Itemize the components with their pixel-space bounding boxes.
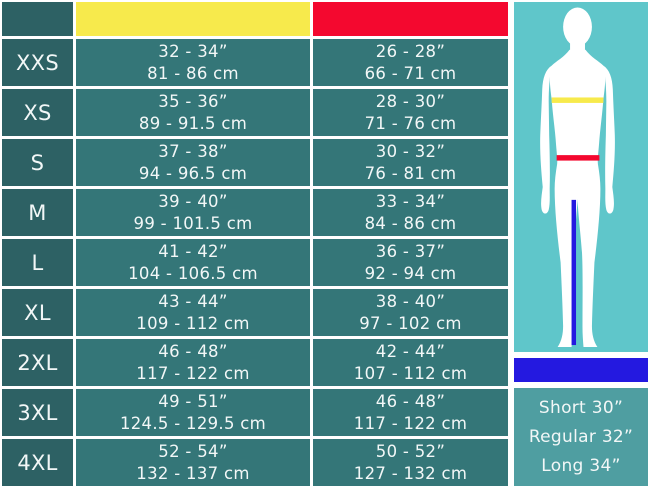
inseam-measure-line [571, 199, 577, 346]
waist-inches: 26 - 28” [375, 41, 446, 61]
size-label-xl: XL [2, 289, 73, 336]
chest-inches: 39 - 40” [158, 191, 228, 211]
waist-cell-xl: 38 - 40” 97 - 102 cm [313, 289, 508, 336]
table-corner-cell [2, 2, 73, 36]
waist-cm: 76 - 81 cm [364, 163, 457, 183]
body-diagram [514, 2, 648, 352]
chest-cm: 124.5 - 129.5 cm [119, 413, 267, 433]
waist-inches: 46 - 48” [375, 391, 446, 411]
waist-inches: 36 - 37” [375, 241, 446, 261]
chest-inches: 49 - 51” [158, 391, 228, 411]
waist-cm: 97 - 102 cm [359, 313, 462, 333]
chest-inches: 32 - 34” [158, 41, 228, 61]
waist-header-color-swatch [313, 2, 508, 36]
chest-cm: 104 - 106.5 cm [128, 263, 258, 283]
figure-torso-legs [549, 49, 606, 348]
waist-cm: 117 - 122 cm [353, 413, 468, 433]
size-table: XXS 32 - 34” 81 - 86 cm 26 - 28” 66 - 71… [2, 2, 508, 486]
size-label-4xl: 4XL [2, 439, 73, 486]
size-label-s: S [2, 139, 73, 186]
chest-measure-line [551, 97, 604, 103]
inseam-length-options: Short 30” Regular 32” Long 34” [514, 388, 648, 486]
waist-cm: 107 - 112 cm [353, 363, 468, 383]
waist-inches: 30 - 32” [375, 141, 446, 161]
chest-cell-2xl: 46 - 48” 117 - 122 cm [76, 339, 310, 386]
size-label-xs: XS [2, 89, 73, 136]
size-label-l: L [2, 239, 73, 286]
figure-left-arm [540, 65, 552, 214]
chest-inches: 43 - 44” [158, 291, 228, 311]
waist-cm: 92 - 94 cm [364, 263, 457, 283]
size-label-2xl: 2XL [2, 339, 73, 386]
waist-inches: 50 - 52” [375, 441, 446, 461]
size-label-3xl: 3XL [2, 389, 73, 436]
inseam-option-long: Long 34” [541, 456, 621, 476]
waist-measure-line [556, 155, 600, 161]
chest-cell-l: 41 - 42” 104 - 106.5 cm [76, 239, 310, 286]
waist-cell-s: 30 - 32” 76 - 81 cm [313, 139, 508, 186]
chest-cell-m: 39 - 40” 99 - 101.5 cm [76, 189, 310, 236]
chest-cell-4xl: 52 - 54” 132 - 137 cm [76, 439, 310, 486]
size-label-m: M [2, 189, 73, 236]
inseam-option-regular: Regular 32” [528, 427, 634, 447]
measurement-guide-panel: Short 30” Regular 32” Long 34” [514, 2, 648, 486]
chest-cm: 109 - 112 cm [136, 313, 250, 333]
waist-inches: 33 - 34” [375, 191, 446, 211]
chest-inches: 52 - 54” [158, 441, 228, 461]
chest-cm: 81 - 86 cm [147, 63, 239, 83]
waist-cell-xs: 28 - 30” 71 - 76 cm [313, 89, 508, 136]
waist-cell-xxs: 26 - 28” 66 - 71 cm [313, 39, 508, 86]
chest-cm: 132 - 137 cm [136, 463, 250, 483]
waist-cell-3xl: 46 - 48” 117 - 122 cm [313, 389, 508, 436]
waist-cell-4xl: 50 - 52” 127 - 132 cm [313, 439, 508, 486]
waist-cm: 84 - 86 cm [364, 213, 457, 233]
chest-inches: 37 - 38” [158, 141, 228, 161]
body-silhouette-illustration [540, 7, 615, 348]
chest-cell-xs: 35 - 36” 89 - 91.5 cm [76, 89, 310, 136]
inseam-legend-color-swatch [514, 358, 648, 382]
waist-cell-l: 36 - 37” 92 - 94 cm [313, 239, 508, 286]
waist-cell-m: 33 - 34” 84 - 86 cm [313, 189, 508, 236]
figure-neck [570, 35, 585, 54]
chest-cell-xl: 43 - 44” 109 - 112 cm [76, 289, 310, 336]
chest-cm: 89 - 91.5 cm [138, 113, 248, 133]
chest-cm: 117 - 122 cm [136, 363, 250, 383]
waist-inches: 38 - 40” [375, 291, 446, 311]
chest-cm: 94 - 96.5 cm [138, 163, 248, 183]
chest-inches: 41 - 42” [158, 241, 228, 261]
waist-cm: 71 - 76 cm [364, 113, 457, 133]
chest-cm: 99 - 101.5 cm [133, 213, 253, 233]
chest-inches: 46 - 48” [158, 341, 228, 361]
chest-header-color-swatch [76, 2, 310, 36]
waist-cell-2xl: 42 - 44” 107 - 112 cm [313, 339, 508, 386]
figure-right-arm [603, 65, 615, 214]
chest-cell-xxs: 32 - 34” 81 - 86 cm [76, 39, 310, 86]
waist-cm: 127 - 132 cm [353, 463, 468, 483]
waist-inches: 42 - 44” [375, 341, 446, 361]
chest-cell-s: 37 - 38” 94 - 96.5 cm [76, 139, 310, 186]
size-label-xxs: XXS [2, 39, 73, 86]
inseam-option-short: Short 30” [538, 398, 624, 418]
waist-inches: 28 - 30” [375, 91, 446, 111]
waist-cm: 66 - 71 cm [364, 63, 457, 83]
chest-cell-3xl: 49 - 51” 124.5 - 129.5 cm [76, 389, 310, 436]
chest-inches: 35 - 36” [158, 91, 228, 111]
